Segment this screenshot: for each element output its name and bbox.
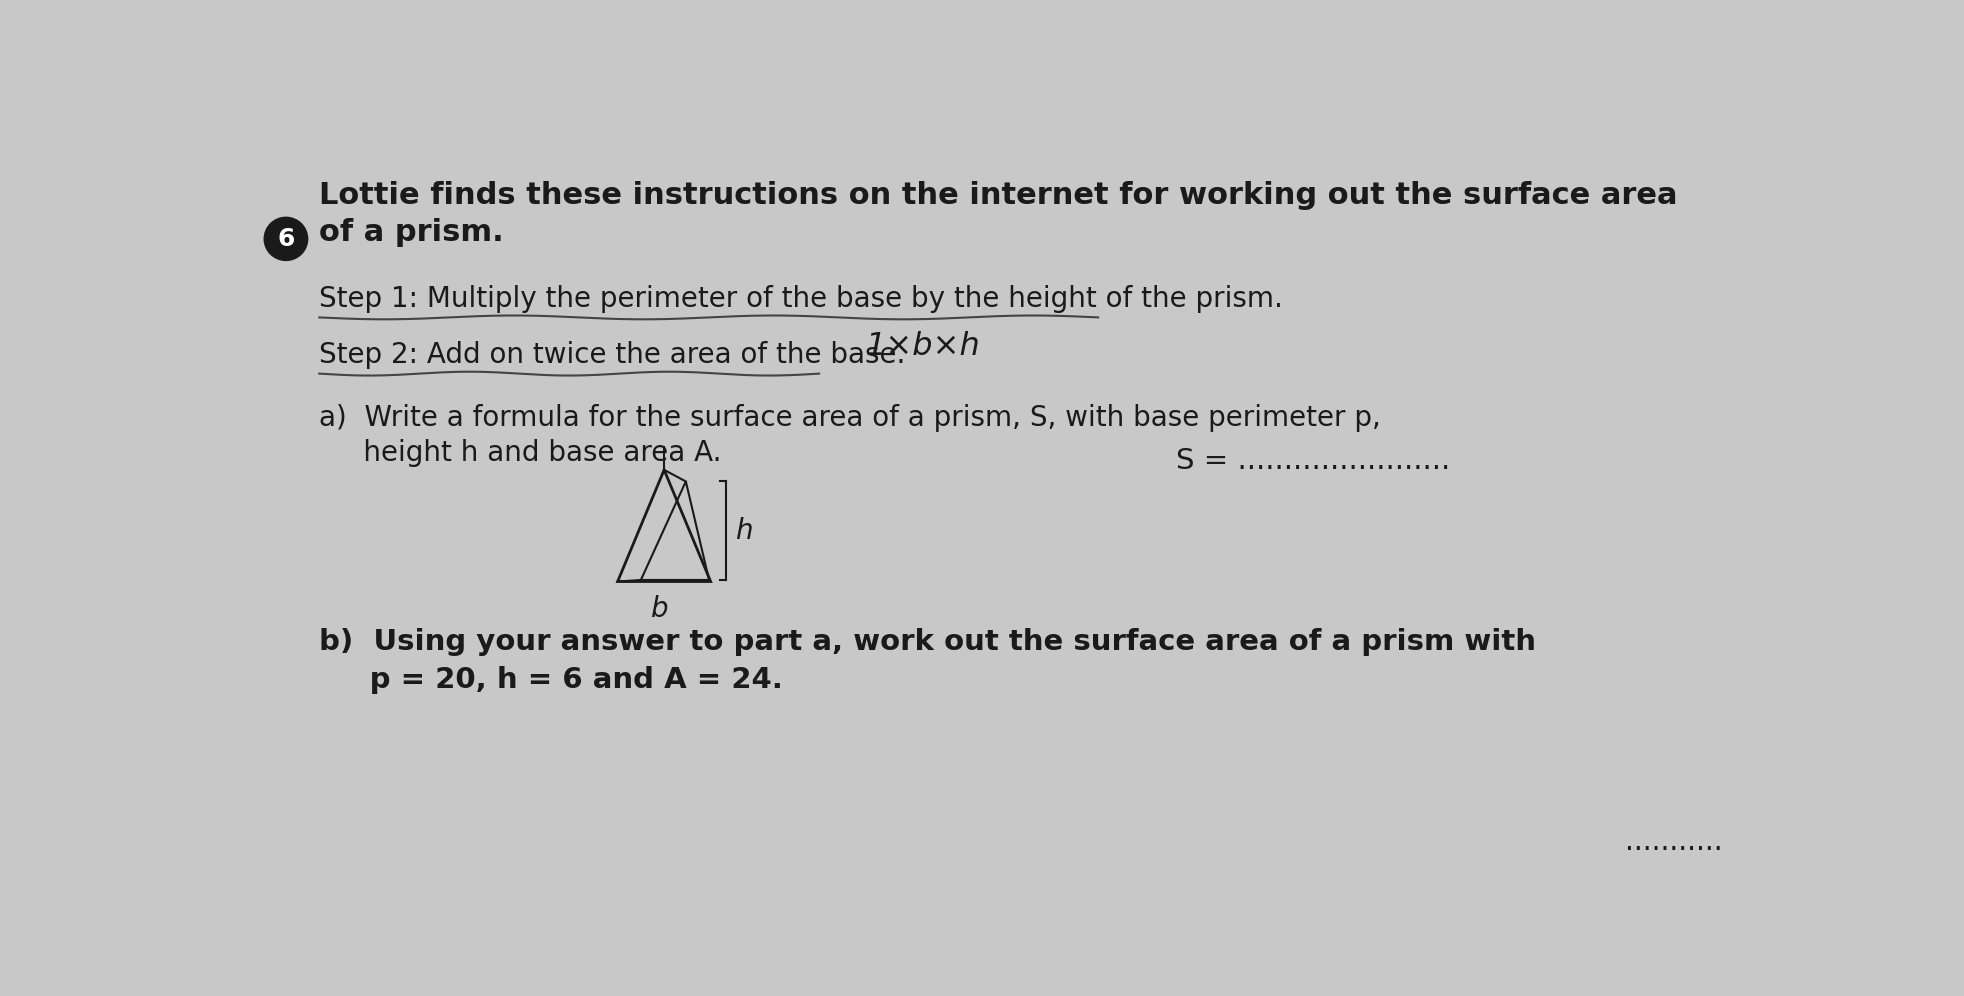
Text: S = .......................: S = ....................... (1174, 447, 1449, 475)
Text: 6: 6 (277, 227, 295, 251)
Text: of a prism.: of a prism. (318, 218, 503, 247)
Text: height h and base area A.: height h and base area A. (318, 439, 721, 467)
Text: Lottie finds these instructions on the internet for working out the surface area: Lottie finds these instructions on the i… (318, 181, 1677, 210)
Text: ...........: ........... (1624, 828, 1722, 856)
Text: p = 20, h = 6 and A = 24.: p = 20, h = 6 and A = 24. (318, 666, 784, 694)
Text: b: b (652, 596, 668, 623)
Circle shape (263, 217, 308, 260)
Text: 1×b×h: 1×b×h (866, 332, 980, 363)
Text: Step 1: Multiply the perimeter of the base by the height of the prism.: Step 1: Multiply the perimeter of the ba… (318, 285, 1282, 313)
Text: h: h (735, 517, 752, 545)
Text: a)  Write a formula for the surface area of a prism, S, with base perimeter p,: a) Write a formula for the surface area … (318, 404, 1381, 432)
Text: b)  Using your answer to part a, work out the surface area of a prism with: b) Using your answer to part a, work out… (318, 627, 1536, 655)
Text: Step 2: Add on twice the area of the base.: Step 2: Add on twice the area of the bas… (318, 342, 905, 370)
